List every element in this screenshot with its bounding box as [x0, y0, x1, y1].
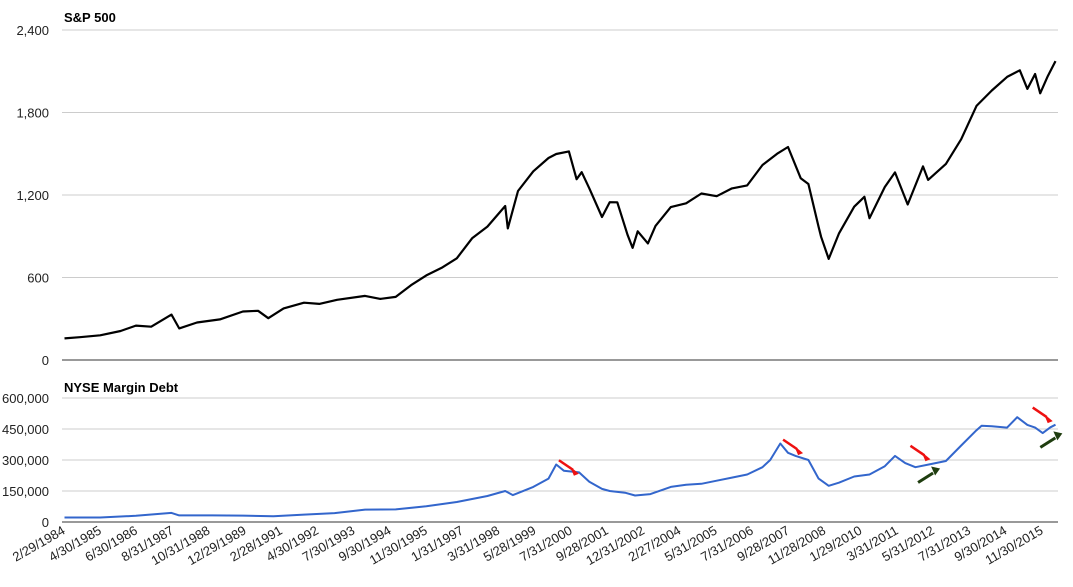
margin-debt-y-tick: 450,000 — [2, 422, 49, 437]
sp500-y-tick: 1,200 — [16, 188, 49, 203]
red-arrow-annotation — [1032, 406, 1053, 424]
margin-debt-y-tick-labels: 0 150,000 300,000 450,000 600,000 — [2, 391, 49, 530]
margin-debt-y-tick: 150,000 — [2, 484, 49, 499]
green-arrow-annotation — [1039, 431, 1063, 449]
sp500-y-tick: 600 — [27, 271, 49, 286]
sp500-gridlines — [62, 29, 1058, 361]
red-arrow-annotation — [909, 444, 931, 462]
margin-debt-series-line — [64, 416, 1056, 519]
margin-debt-y-tick: 0 — [42, 515, 49, 530]
annotation-arrows — [558, 406, 1063, 484]
sp500-y-tick: 1,800 — [16, 106, 49, 121]
sp500-series-line — [64, 60, 1057, 340]
sp500-title: S&P 500 — [64, 10, 116, 25]
margin-debt-title: NYSE Margin Debt — [64, 380, 179, 395]
sp500-y-tick-labels: 0 600 1,200 1,800 2,400 — [16, 23, 49, 368]
red-arrow-annotation — [782, 438, 804, 456]
margin-debt-y-tick: 600,000 — [2, 391, 49, 406]
green-arrow-annotation — [917, 466, 941, 484]
margin-debt-panel: NYSE Margin Debt 0 150,000 300,000 450,000 6… — [2, 380, 1063, 530]
margin-debt-gridlines — [62, 397, 1058, 523]
sp500-panel: S&P 500 0 600 1,200 1,800 2,400 — [16, 10, 1058, 368]
x-axis-tick-labels: 2/29/19844/30/19856/30/19868/31/198710/3… — [10, 523, 1046, 569]
sp500-y-tick: 2,400 — [16, 23, 49, 38]
margin-debt-y-tick: 300,000 — [2, 453, 49, 468]
red-arrow-annotation — [558, 459, 579, 476]
sp500-y-tick: 0 — [42, 353, 49, 368]
